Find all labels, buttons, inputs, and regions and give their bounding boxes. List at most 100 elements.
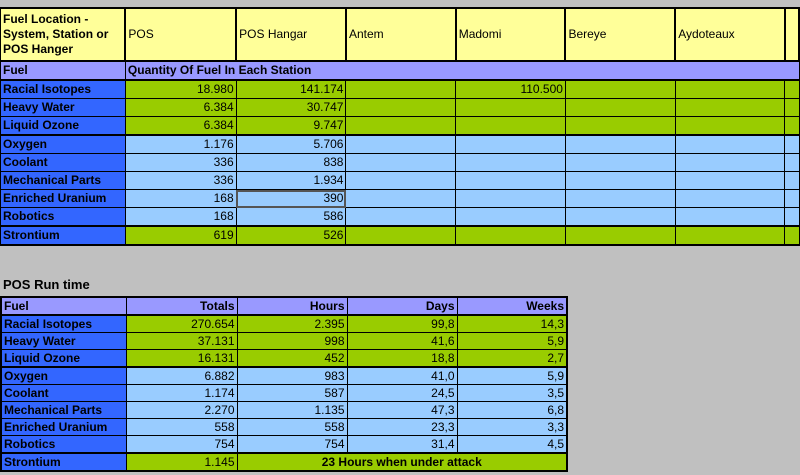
fuel-label-cell[interactable]: Mechanical Parts: [0, 401, 127, 419]
quantity-cell[interactable]: [784, 153, 800, 172]
quantity-cell[interactable]: [784, 189, 800, 208]
fuel-label-cell[interactable]: Enriched Uranium: [0, 189, 126, 208]
fuel-label-cell[interactable]: Mechanical Parts: [0, 171, 126, 190]
runtime-value-cell[interactable]: 41,6: [346, 332, 458, 350]
runtime-value-cell[interactable]: 31,4: [346, 435, 458, 454]
runtime-value-cell[interactable]: 24,5: [346, 384, 458, 402]
quantity-cell[interactable]: [674, 189, 786, 208]
quantity-cell[interactable]: [784, 116, 800, 136]
fuel-label-cell[interactable]: Oxygen: [0, 366, 127, 385]
fuel-label-cell[interactable]: Heavy Water: [0, 332, 127, 350]
runtime-value-cell[interactable]: 2.270: [125, 401, 238, 419]
runtime-value-cell[interactable]: 2.395: [236, 314, 348, 333]
quantity-cell[interactable]: [455, 153, 566, 172]
quantity-cell[interactable]: [674, 153, 786, 172]
fuel-label-cell[interactable]: Coolant: [0, 384, 127, 402]
quantity-cell[interactable]: 1.934: [235, 171, 347, 190]
quantity-cell[interactable]: 5.706: [235, 134, 347, 154]
quantity-cell[interactable]: 141.174: [235, 79, 347, 99]
quantity-cell[interactable]: 30.747: [235, 98, 347, 117]
attack-note-cell[interactable]: 23 Hours when under attack: [236, 452, 568, 472]
quantity-cell[interactable]: 110.500: [455, 79, 566, 99]
quantity-cell[interactable]: [345, 189, 457, 208]
quantity-cell[interactable]: [784, 171, 800, 190]
runtime-value-cell[interactable]: 2,7: [456, 349, 568, 368]
quantity-cell[interactable]: 336: [124, 171, 237, 190]
quantity-cell[interactable]: [455, 171, 566, 190]
runtime-value-cell[interactable]: 47,3: [346, 401, 458, 419]
quantity-cell[interactable]: 838: [235, 153, 347, 172]
header-weeks[interactable]: Weeks: [456, 296, 568, 316]
quantity-cell[interactable]: [784, 98, 800, 117]
quantity-cell[interactable]: 619: [124, 225, 237, 246]
fuel-label-cell[interactable]: Oxygen: [0, 134, 126, 154]
quantity-cell[interactable]: [674, 116, 786, 136]
runtime-value-cell[interactable]: 23,3: [346, 418, 458, 436]
quantity-cell[interactable]: [674, 207, 786, 227]
quantity-cell[interactable]: [674, 134, 786, 154]
runtime-value-cell[interactable]: 1.145: [125, 452, 238, 472]
quantity-cell[interactable]: 336: [124, 153, 237, 172]
quantity-cell[interactable]: 6.384: [124, 116, 237, 136]
quantity-cell[interactable]: [345, 79, 457, 99]
runtime-value-cell[interactable]: 270.654: [125, 314, 238, 333]
quantity-cell[interactable]: [455, 189, 566, 208]
runtime-value-cell[interactable]: 37.131: [125, 332, 238, 350]
runtime-value-cell[interactable]: 16.131: [125, 349, 238, 368]
runtime-value-cell[interactable]: 452: [236, 349, 348, 368]
runtime-value-cell[interactable]: 998: [236, 332, 348, 350]
fuel-label-cell[interactable]: Strontium: [0, 225, 126, 246]
runtime-value-cell[interactable]: 754: [236, 435, 348, 454]
runtime-value-cell[interactable]: 1.135: [236, 401, 348, 419]
quantity-cell[interactable]: 526: [235, 225, 347, 246]
runtime-value-cell[interactable]: 4,5: [456, 435, 568, 454]
quantity-cell[interactable]: [345, 207, 457, 227]
quantity-cell[interactable]: [674, 98, 786, 117]
runtime-value-cell[interactable]: 5,9: [456, 332, 568, 350]
runtime-value-cell[interactable]: 983: [236, 366, 348, 385]
quantity-cell[interactable]: [345, 225, 457, 246]
header-location[interactable]: POS Hangar: [235, 7, 347, 62]
runtime-value-cell[interactable]: 3,3: [456, 418, 568, 436]
header-fuel-location[interactable]: Fuel Location - System, Station or POS H…: [0, 7, 127, 62]
header-fuel[interactable]: Fuel: [0, 296, 127, 316]
fuel-label-cell[interactable]: Heavy Water: [0, 98, 126, 117]
quantity-cell[interactable]: 6.384: [124, 98, 237, 117]
fuel-label-cell[interactable]: Robotics: [0, 435, 127, 454]
quantity-cell[interactable]: [455, 116, 566, 136]
quantity-cell[interactable]: 168: [124, 207, 237, 227]
subheader-fuel-label[interactable]: Fuel: [0, 60, 126, 81]
quantity-cell[interactable]: 18.980: [124, 79, 237, 99]
quantity-cell[interactable]: [674, 225, 786, 246]
header-location[interactable]: Antem: [345, 7, 457, 62]
runtime-value-cell[interactable]: 558: [236, 418, 348, 436]
quantity-cell[interactable]: [564, 153, 676, 172]
fuel-label-cell[interactable]: Racial Isotopes: [0, 314, 127, 333]
runtime-value-cell[interactable]: 6,8: [456, 401, 568, 419]
quantity-cell[interactable]: [564, 189, 676, 208]
fuel-label-cell[interactable]: Coolant: [0, 153, 126, 172]
header-location[interactable]: POS: [124, 7, 238, 62]
runtime-value-cell[interactable]: 587: [236, 384, 348, 402]
quantity-cell[interactable]: [345, 153, 457, 172]
header-location[interactable]: Aydoteaux: [674, 7, 786, 62]
quantity-cell[interactable]: [564, 207, 676, 227]
quantity-cell[interactable]: [784, 225, 800, 246]
quantity-cell[interactable]: [784, 134, 800, 154]
quantity-cell[interactable]: 168: [124, 189, 237, 208]
quantity-cell[interactable]: [455, 207, 566, 227]
quantity-cell[interactable]: 1.176: [124, 134, 237, 154]
quantity-cell[interactable]: 9.747: [235, 116, 347, 136]
quantity-cell[interactable]: [564, 171, 676, 190]
quantity-cell[interactable]: [784, 79, 800, 99]
runtime-value-cell[interactable]: 3,5: [456, 384, 568, 402]
quantity-cell[interactable]: [455, 134, 566, 154]
quantity-cell[interactable]: [564, 98, 676, 117]
quantity-cell[interactable]: [564, 116, 676, 136]
quantity-cell[interactable]: [455, 98, 566, 117]
header-days[interactable]: Days: [346, 296, 458, 316]
runtime-value-cell[interactable]: 1.174: [125, 384, 238, 402]
quantity-cell[interactable]: [345, 134, 457, 154]
header-hours[interactable]: Hours: [236, 296, 348, 316]
quantity-cell[interactable]: 586: [235, 207, 347, 227]
